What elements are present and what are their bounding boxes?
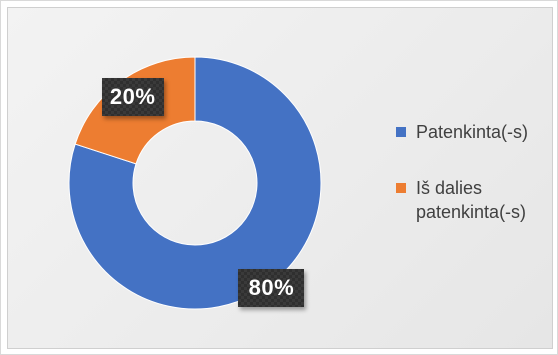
data-label-patenkinta: 80% <box>238 269 305 308</box>
chart-legend: Patenkinta(-s) Iš dalies patenkinta(-s) <box>396 120 546 224</box>
legend-label-patenkinta: Patenkinta(-s) <box>416 122 529 142</box>
legend-swatch-is-dalies <box>396 183 406 193</box>
legend-label-is-dalies: Iš dalies patenkinta(-s) <box>416 178 527 222</box>
legend-item-is-dalies: Iš dalies patenkinta(-s) <box>396 176 546 224</box>
legend-item-patenkinta: Patenkinta(-s) <box>396 120 546 144</box>
legend-swatch-patenkinta <box>396 127 406 137</box>
data-label-is-dalies: 20% <box>101 78 164 117</box>
chart-area: 80% 20% Patenkinta(-s) Iš dalies patenki… <box>7 7 553 349</box>
donut-slice-patenkinta <box>68 56 322 310</box>
